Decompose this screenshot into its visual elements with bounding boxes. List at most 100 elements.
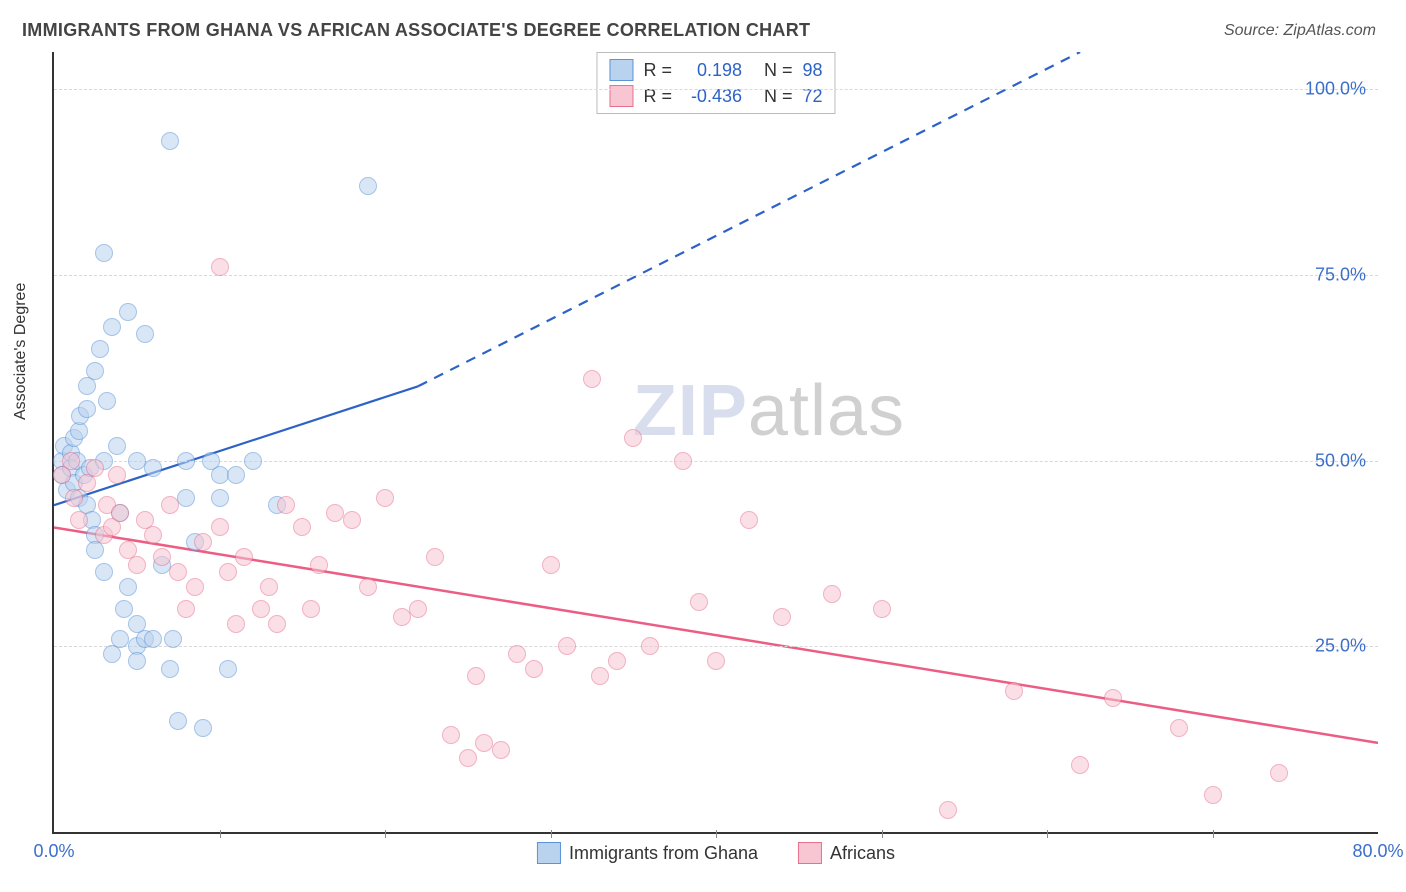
scatter-point <box>111 504 129 522</box>
ytick-label: 100.0% <box>1305 79 1366 100</box>
correlation-legend: R = 0.198 N = 98 R = -0.436 N = 72 <box>596 52 835 114</box>
bottom-legend-africans-label: Africans <box>830 843 895 864</box>
scatter-point <box>227 466 245 484</box>
scatter-point <box>359 177 377 195</box>
xtick-mark <box>882 830 883 838</box>
scatter-point <box>128 452 146 470</box>
watermark-zip: ZIP <box>633 371 748 451</box>
scatter-point <box>227 615 245 633</box>
scatter-point <box>108 437 126 455</box>
bottom-legend-ghana: Immigrants from Ghana <box>537 842 758 864</box>
scatter-point <box>86 459 104 477</box>
scatter-point <box>277 496 295 514</box>
scatter-point <box>177 600 195 618</box>
scatter-point <box>98 392 116 410</box>
scatter-point <box>1170 719 1188 737</box>
scatter-point <box>115 600 133 618</box>
scatter-point <box>608 652 626 670</box>
ytick-label: 50.0% <box>1315 450 1366 471</box>
scatter-point <box>508 645 526 663</box>
gridline <box>54 275 1378 276</box>
scatter-point <box>1005 682 1023 700</box>
scatter-point <box>939 801 957 819</box>
scatter-point <box>823 585 841 603</box>
scatter-point <box>164 630 182 648</box>
scatter-point <box>409 600 427 618</box>
scatter-point <box>62 452 80 470</box>
y-axis-label: Associate's Degree <box>12 283 30 420</box>
scatter-point <box>65 489 83 507</box>
scatter-point <box>219 660 237 678</box>
scatter-point <box>583 370 601 388</box>
scatter-point <box>211 466 229 484</box>
xtick-label: 0.0% <box>33 841 74 862</box>
scatter-point <box>194 533 212 551</box>
scatter-point <box>641 637 659 655</box>
chart-title: IMMIGRANTS FROM GHANA VS AFRICAN ASSOCIA… <box>22 20 810 41</box>
scatter-point <box>624 429 642 447</box>
scatter-point <box>161 496 179 514</box>
legend-row-africans: R = -0.436 N = 72 <box>609 83 822 109</box>
scatter-point <box>359 578 377 596</box>
ytick-label: 25.0% <box>1315 636 1366 657</box>
scatter-point <box>177 452 195 470</box>
chart-plot-area: ZIPatlas R = 0.198 N = 98 R = -0.436 N =… <box>52 52 1378 834</box>
gridline <box>54 646 1378 647</box>
scatter-point <box>169 563 187 581</box>
ytick-label: 75.0% <box>1315 264 1366 285</box>
scatter-point <box>542 556 560 574</box>
scatter-point <box>252 600 270 618</box>
scatter-point <box>343 511 361 529</box>
scatter-point <box>591 667 609 685</box>
scatter-point <box>91 340 109 358</box>
scatter-point <box>740 511 758 529</box>
scatter-point <box>1270 764 1288 782</box>
scatter-point <box>86 362 104 380</box>
swatch-ghana-icon <box>537 842 561 864</box>
scatter-point <box>244 452 262 470</box>
scatter-point <box>260 578 278 596</box>
bottom-legend-africans: Africans <box>798 842 895 864</box>
scatter-point <box>674 452 692 470</box>
scatter-point <box>211 258 229 276</box>
xtick-mark <box>1213 830 1214 838</box>
scatter-point <box>873 600 891 618</box>
n-value-ghana: 98 <box>803 60 823 81</box>
scatter-point <box>128 652 146 670</box>
scatter-point <box>376 489 394 507</box>
scatter-point <box>442 726 460 744</box>
watermark: ZIPatlas <box>633 370 905 452</box>
scatter-point <box>111 630 129 648</box>
scatter-point <box>153 548 171 566</box>
watermark-atlas: atlas <box>748 371 905 451</box>
scatter-point <box>525 660 543 678</box>
swatch-ghana <box>609 59 633 81</box>
scatter-point <box>211 489 229 507</box>
scatter-point <box>95 244 113 262</box>
scatter-point <box>467 667 485 685</box>
scatter-point <box>136 325 154 343</box>
scatter-point <box>78 400 96 418</box>
scatter-point <box>492 741 510 759</box>
scatter-point <box>310 556 328 574</box>
scatter-point <box>426 548 444 566</box>
legend-row-ghana: R = 0.198 N = 98 <box>609 57 822 83</box>
scatter-point <box>119 303 137 321</box>
xtick-mark <box>220 830 221 838</box>
scatter-point <box>194 719 212 737</box>
scatter-point <box>219 563 237 581</box>
scatter-point <box>235 548 253 566</box>
scatter-point <box>70 511 88 529</box>
scatter-point <box>1104 689 1122 707</box>
scatter-point <box>1071 756 1089 774</box>
scatter-point <box>302 600 320 618</box>
scatter-point <box>128 556 146 574</box>
scatter-point <box>393 608 411 626</box>
r-label: R = <box>643 60 672 81</box>
swatch-africans-icon <box>798 842 822 864</box>
scatter-point <box>119 578 137 596</box>
scatter-point <box>690 593 708 611</box>
scatter-point <box>169 712 187 730</box>
scatter-point <box>293 518 311 536</box>
scatter-point <box>707 652 725 670</box>
